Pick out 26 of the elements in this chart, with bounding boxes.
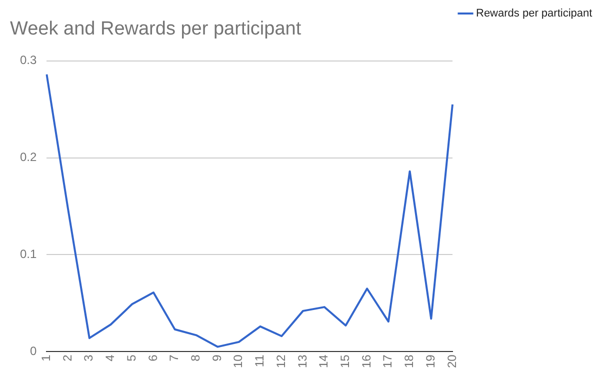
- x-tick-label: 17: [380, 354, 395, 368]
- chart-title: Week and Rewards per participant: [10, 18, 302, 40]
- y-tick-label: 0.3: [20, 53, 37, 68]
- x-tick-label: 19: [423, 354, 438, 368]
- x-tick-label: 15: [338, 354, 352, 368]
- x-tick-label: 3: [82, 354, 96, 362]
- x-tick-label: 20: [444, 354, 459, 368]
- x-tick-label: 13: [295, 354, 310, 368]
- x-tick-label: 9: [210, 354, 224, 362]
- x-tick-label: 6: [146, 354, 160, 362]
- x-tick-label: 10: [231, 354, 246, 368]
- x-tick-label: 18: [402, 354, 416, 368]
- legend-label: Rewards per participant: [476, 8, 592, 20]
- x-tick-label: 16: [359, 354, 374, 368]
- x-tick-label: 1: [38, 354, 53, 362]
- y-tick-label: 0.1: [20, 247, 37, 262]
- y-tick-label: 0.2: [20, 150, 37, 164]
- x-tick-label: 2: [60, 354, 74, 362]
- x-tick-label: 5: [124, 354, 138, 362]
- y-tick-label: 0: [30, 344, 37, 358]
- x-tick-label: 14: [316, 354, 331, 368]
- x-tick-label: 7: [167, 354, 182, 362]
- x-tick-label: 11: [252, 354, 267, 368]
- x-tick-label: 4: [103, 354, 118, 362]
- x-tick-label: 8: [188, 354, 203, 362]
- x-tick-label: 12: [274, 354, 288, 368]
